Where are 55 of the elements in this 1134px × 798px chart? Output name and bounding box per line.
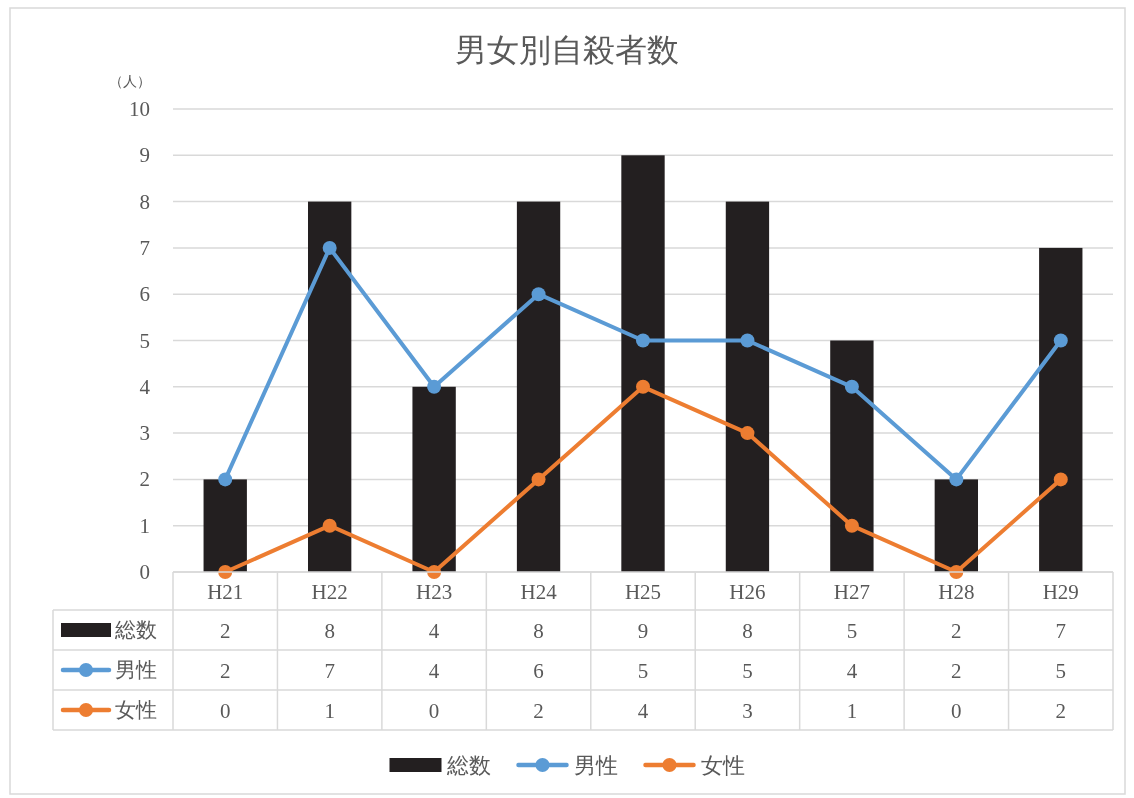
data-label: 4: [637, 699, 649, 723]
table-row-label: 女性: [115, 698, 157, 722]
data-label: 2: [219, 659, 231, 683]
data-label: 9: [637, 619, 649, 643]
xtick: H29: [1042, 580, 1079, 604]
data-label: 4: [846, 659, 858, 683]
legend-label: 総数: [446, 752, 491, 778]
data-label: 2: [951, 659, 962, 683]
ytick: 4: [139, 374, 150, 399]
ytick: 9: [139, 143, 150, 168]
data-label: 1: [324, 699, 335, 723]
data-label: 3: [742, 699, 753, 723]
data-label: 7: [1055, 619, 1067, 643]
ytick: 8: [139, 189, 150, 214]
table-row-label: 総数: [115, 618, 157, 642]
xtick: H25: [624, 580, 662, 604]
data-label: 2: [219, 619, 231, 643]
data-label: 0: [951, 699, 962, 723]
legend-label: 女性: [700, 752, 745, 778]
data-label: 0: [428, 699, 440, 723]
xtick: H23: [416, 580, 453, 604]
data-label: 1: [846, 699, 858, 723]
data-label: 7: [324, 659, 335, 683]
ytick: 5: [139, 328, 150, 353]
xtick: H28: [938, 580, 975, 604]
data-label: 5: [846, 619, 858, 643]
data-label: 4: [428, 619, 440, 643]
ytick: 7: [139, 235, 150, 260]
ytick: 0: [139, 560, 150, 584]
ytick: 3: [139, 421, 150, 446]
data-label: 5: [637, 659, 649, 683]
data-label: 2: [1055, 699, 1067, 723]
xtick: H22: [311, 580, 348, 604]
data-label: 8: [533, 619, 544, 643]
data-label: 0: [219, 699, 231, 723]
xtick: H26: [729, 580, 766, 604]
data-label: 4: [428, 659, 440, 683]
title: 男女別自殺者数: [455, 32, 679, 68]
legend-label: 男性: [573, 752, 618, 778]
data-label: 5: [1055, 659, 1067, 683]
data-label: 8: [742, 619, 753, 643]
table-row-label: 男性: [115, 658, 157, 682]
data-label: 5: [742, 659, 753, 683]
ytick: 6: [139, 282, 150, 307]
xtick: H21: [207, 580, 244, 604]
ytick: 10: [129, 97, 150, 121]
ylabel: （人）: [109, 73, 151, 89]
ytick: 1: [139, 513, 150, 538]
data-label: 8: [324, 619, 335, 643]
data-label: 6: [533, 659, 544, 683]
xtick: H24: [520, 580, 557, 604]
data-label: 2: [951, 619, 962, 643]
data-label: 2: [533, 699, 544, 723]
xtick: H27: [833, 580, 870, 604]
ytick: 2: [139, 467, 150, 492]
